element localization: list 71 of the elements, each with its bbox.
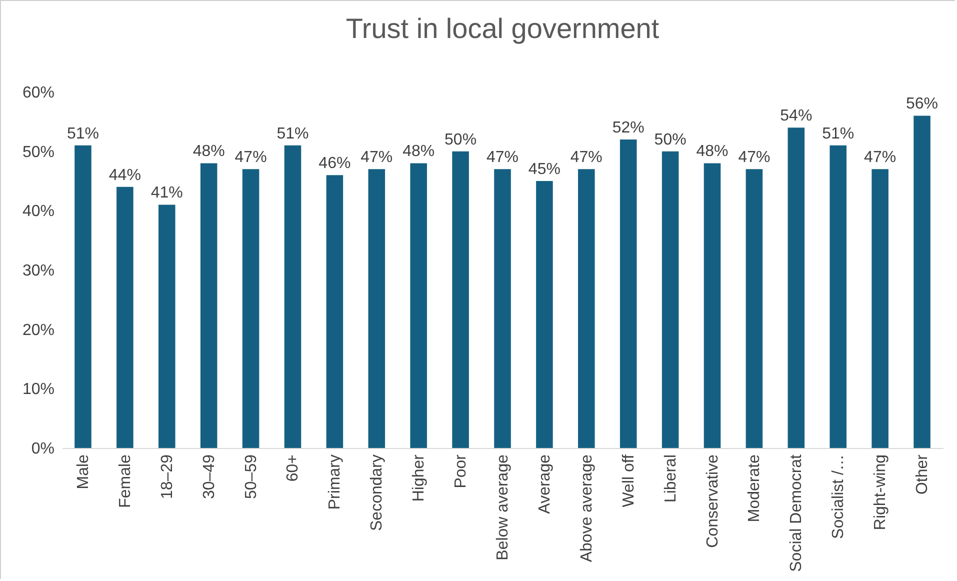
y-tick-label: 30%	[22, 262, 54, 280]
bar	[788, 128, 805, 448]
bar	[578, 169, 595, 448]
data-label: 46%	[318, 155, 351, 172]
data-label: 48%	[192, 143, 225, 160]
x-tick-label: Poor	[452, 454, 470, 488]
x-tick-label: Other	[914, 454, 932, 495]
y-tick-label: 20%	[22, 322, 54, 339]
x-tick-label: Above average	[578, 454, 596, 562]
data-label: 48%	[696, 143, 728, 160]
x-tick-label: Secondary	[368, 454, 386, 531]
x-tick-label: Higher	[410, 454, 428, 502]
bar	[284, 145, 302, 448]
x-tick-label: 30–49	[200, 454, 218, 499]
bar	[158, 204, 176, 448]
bar	[746, 169, 763, 448]
data-label: 51%	[276, 125, 309, 142]
x-tick-label: Conservative	[704, 454, 722, 548]
data-label: 48%	[402, 143, 435, 160]
data-label: 47%	[570, 149, 602, 166]
bar	[620, 139, 637, 448]
bar	[536, 181, 553, 448]
y-tick-label: 40%	[22, 203, 54, 220]
x-tick-label: Liberal	[662, 454, 680, 503]
x-tick-label: Female	[116, 454, 134, 508]
data-label: 47%	[864, 149, 896, 166]
data-label: 47%	[360, 149, 393, 166]
y-tick-label: 0%	[31, 440, 54, 458]
x-tick-label: 18–29	[158, 454, 176, 499]
x-tick-label: Well off	[620, 454, 638, 508]
x-tick-label: 50–59	[242, 454, 260, 499]
bar	[830, 145, 847, 448]
data-label: 47%	[738, 149, 770, 166]
data-label: 44%	[108, 166, 141, 184]
data-label: 41%	[150, 184, 183, 202]
x-tick-label: Social Democrat	[788, 454, 806, 572]
data-label: 50%	[444, 131, 477, 148]
x-tick-label: Socialist /…	[830, 454, 848, 539]
bar	[410, 163, 427, 448]
bar	[704, 163, 721, 448]
bar	[326, 175, 344, 448]
bar	[368, 169, 386, 448]
data-label: 52%	[612, 119, 644, 136]
data-label: 51%	[66, 125, 99, 142]
y-tick-label: 50%	[22, 144, 54, 161]
bar	[872, 169, 888, 448]
x-tick-label: Right-wing	[872, 454, 890, 530]
y-tick-label: 10%	[22, 381, 54, 398]
bar	[494, 169, 511, 448]
chart-title: Trust in local government	[346, 13, 660, 44]
bar	[452, 151, 469, 448]
data-label: 47%	[234, 149, 267, 166]
x-tick-label: Primary	[326, 454, 344, 510]
bar	[74, 145, 92, 448]
x-tick-label: Below average	[494, 454, 512, 560]
data-label: 47%	[486, 149, 519, 166]
bar	[200, 163, 218, 448]
y-tick-label: 60%	[22, 84, 54, 102]
x-tick-label: Male	[74, 454, 92, 490]
x-tick-label: Average	[536, 454, 554, 514]
bar	[116, 186, 134, 448]
bar	[242, 169, 260, 448]
data-label: 56%	[906, 96, 938, 113]
bar	[914, 116, 930, 448]
data-label: 45%	[528, 161, 560, 178]
data-label: 51%	[822, 125, 854, 142]
x-tick-label: 60+	[284, 454, 302, 482]
data-label: 54%	[780, 108, 812, 125]
bar	[662, 151, 679, 448]
x-tick-label: Moderate	[746, 454, 764, 522]
data-label: 50%	[654, 131, 686, 148]
